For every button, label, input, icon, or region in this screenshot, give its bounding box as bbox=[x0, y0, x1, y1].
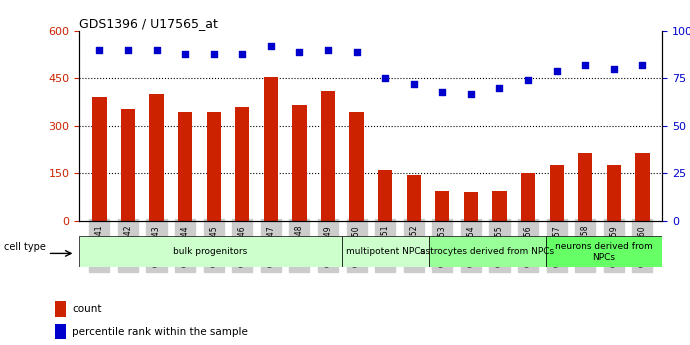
Bar bbox=[293, 105, 306, 221]
Text: percentile rank within the sample: percentile rank within the sample bbox=[72, 327, 248, 337]
Point bbox=[94, 47, 105, 53]
Bar bbox=[235, 107, 249, 221]
Point bbox=[322, 47, 333, 53]
Point bbox=[408, 81, 420, 87]
Bar bbox=[521, 173, 535, 221]
Bar bbox=[55, 324, 66, 339]
Bar bbox=[264, 77, 278, 221]
Point bbox=[580, 62, 591, 68]
Point bbox=[551, 68, 562, 74]
Text: astrocytes derived from NPCs: astrocytes derived from NPCs bbox=[420, 247, 555, 256]
Text: GDS1396 / U17565_at: GDS1396 / U17565_at bbox=[79, 17, 218, 30]
Point bbox=[609, 66, 620, 72]
Bar bbox=[607, 166, 621, 221]
Text: count: count bbox=[72, 304, 101, 314]
Point bbox=[179, 51, 190, 57]
Bar bbox=[549, 166, 564, 221]
Point bbox=[266, 43, 277, 49]
Bar bbox=[342, 236, 429, 267]
Bar bbox=[121, 109, 135, 221]
Text: cell type: cell type bbox=[4, 242, 46, 252]
Bar bbox=[321, 91, 335, 221]
Point bbox=[237, 51, 248, 57]
Bar bbox=[178, 112, 193, 221]
Point bbox=[294, 49, 305, 55]
Bar bbox=[578, 153, 593, 221]
Text: bulk progenitors: bulk progenitors bbox=[173, 247, 248, 256]
Point bbox=[151, 47, 162, 53]
Bar bbox=[206, 112, 221, 221]
Bar bbox=[464, 193, 478, 221]
Text: neurons derived from
NPCs: neurons derived from NPCs bbox=[555, 242, 653, 262]
Bar bbox=[635, 153, 649, 221]
Point bbox=[522, 78, 533, 83]
Text: multipotent NPCs: multipotent NPCs bbox=[346, 247, 425, 256]
Bar bbox=[493, 191, 506, 221]
Bar bbox=[378, 170, 393, 221]
Bar bbox=[92, 97, 106, 221]
Bar bbox=[149, 94, 164, 221]
Point bbox=[465, 91, 476, 97]
Point bbox=[494, 85, 505, 91]
Bar bbox=[79, 236, 342, 267]
Bar bbox=[429, 236, 546, 267]
Point bbox=[380, 76, 391, 81]
Bar bbox=[546, 236, 662, 267]
Bar bbox=[435, 191, 449, 221]
Point bbox=[122, 47, 133, 53]
Point bbox=[208, 51, 219, 57]
Bar bbox=[55, 301, 66, 317]
Bar bbox=[406, 175, 421, 221]
Bar bbox=[349, 112, 364, 221]
Point bbox=[637, 62, 648, 68]
Point bbox=[351, 49, 362, 55]
Point bbox=[437, 89, 448, 95]
